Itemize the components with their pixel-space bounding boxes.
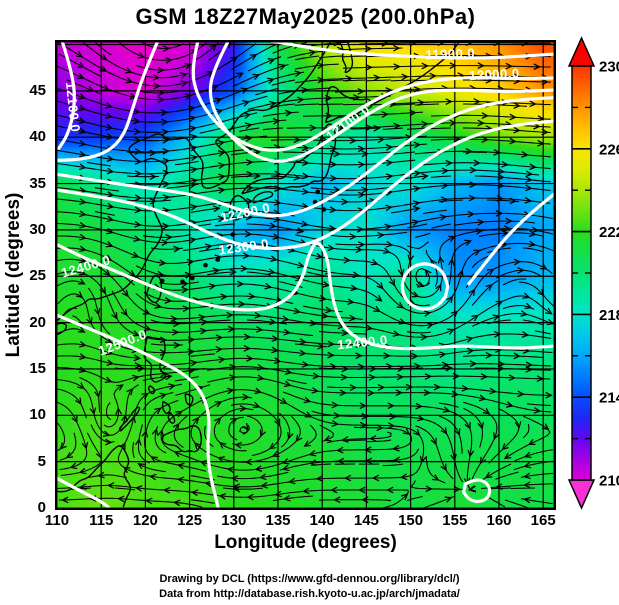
coastlines	[56, 40, 460, 508]
x-tick-label: 130	[221, 512, 247, 529]
y-tick-label: 20	[29, 313, 46, 331]
contour-label: 12000.0	[469, 65, 520, 83]
y-tick-label: 30	[29, 220, 46, 238]
footer-credit-line2: Data from http://database.rish.kyoto-u.a…	[159, 588, 460, 600]
plot-area: 11900.0 12000.0 12100.0 12100.0 12200.0 12300…	[55, 40, 556, 510]
x-axis-label: Longitude (degrees)	[214, 532, 397, 553]
footer-credit: Drawing by DCL (https://www.gfd-dennou.o…	[0, 572, 619, 602]
colorbar-tick-label: 210	[599, 473, 619, 490]
contour-label: 12400.0	[337, 332, 389, 352]
x-tick-label: 155	[442, 512, 468, 529]
colorbar-overflow-triangle-bottom	[567, 479, 596, 510]
height-contours	[55, 40, 556, 509]
x-tick-label: 145	[353, 512, 379, 529]
y-tick-label: 15	[29, 359, 46, 377]
x-tick-label: 120	[132, 512, 158, 529]
x-tick-label: 140	[309, 512, 335, 529]
y-axis-label: Latitude (degrees)	[3, 192, 24, 358]
colorbar-tick-label: 214	[599, 390, 619, 407]
colorbar: 230 226 222 218 214 210	[567, 36, 619, 510]
chart-title: GSM 18Z27May2025 (200.0hPa)	[135, 4, 476, 29]
x-tick-label: 135	[265, 512, 291, 529]
x-tick-label: 150	[398, 512, 424, 529]
x-tick-label: 160	[486, 512, 512, 529]
colorbar-tick-label: 222	[599, 224, 619, 241]
colorbar-tick-label: 226	[599, 141, 619, 158]
y-tick-label: 0	[37, 499, 46, 516]
x-tick-label: 165	[530, 512, 556, 529]
colorbar-tick-label: 218	[599, 307, 619, 324]
colorbar-tick-label: 230	[599, 59, 619, 76]
y-tick-label: 40	[29, 128, 46, 146]
y-tick-label: 45	[29, 81, 46, 99]
y-tick-label: 25	[29, 267, 46, 285]
y-axis-ticks: 0 5 10 15 20 25 30 35 40 45	[0, 40, 48, 516]
y-tick-label: 5	[37, 452, 46, 470]
plot-frame	[55, 40, 556, 510]
streamline-arrows	[59, 40, 555, 507]
contour-label: 12100.0	[63, 81, 83, 133]
footer-credit-line1: Drawing by DCL (https://www.gfd-dennou.o…	[159, 573, 460, 585]
streamlines	[56, 41, 555, 509]
colorbar-overflow-triangle-top	[567, 36, 596, 67]
contour-label: 11900.0	[425, 46, 475, 63]
contour-label: 12500.0	[96, 326, 149, 358]
y-tick-label: 10	[29, 406, 46, 424]
x-tick-label: 125	[177, 512, 203, 529]
y-tick-label: 35	[29, 174, 46, 192]
contour-label: 12300.0	[218, 236, 270, 258]
x-axis-ticks: 110 115 120 125 130 135 140 145 150 155 160 165	[45, 512, 556, 532]
x-tick-label: 110	[44, 512, 70, 529]
x-tick-label: 115	[89, 512, 114, 529]
